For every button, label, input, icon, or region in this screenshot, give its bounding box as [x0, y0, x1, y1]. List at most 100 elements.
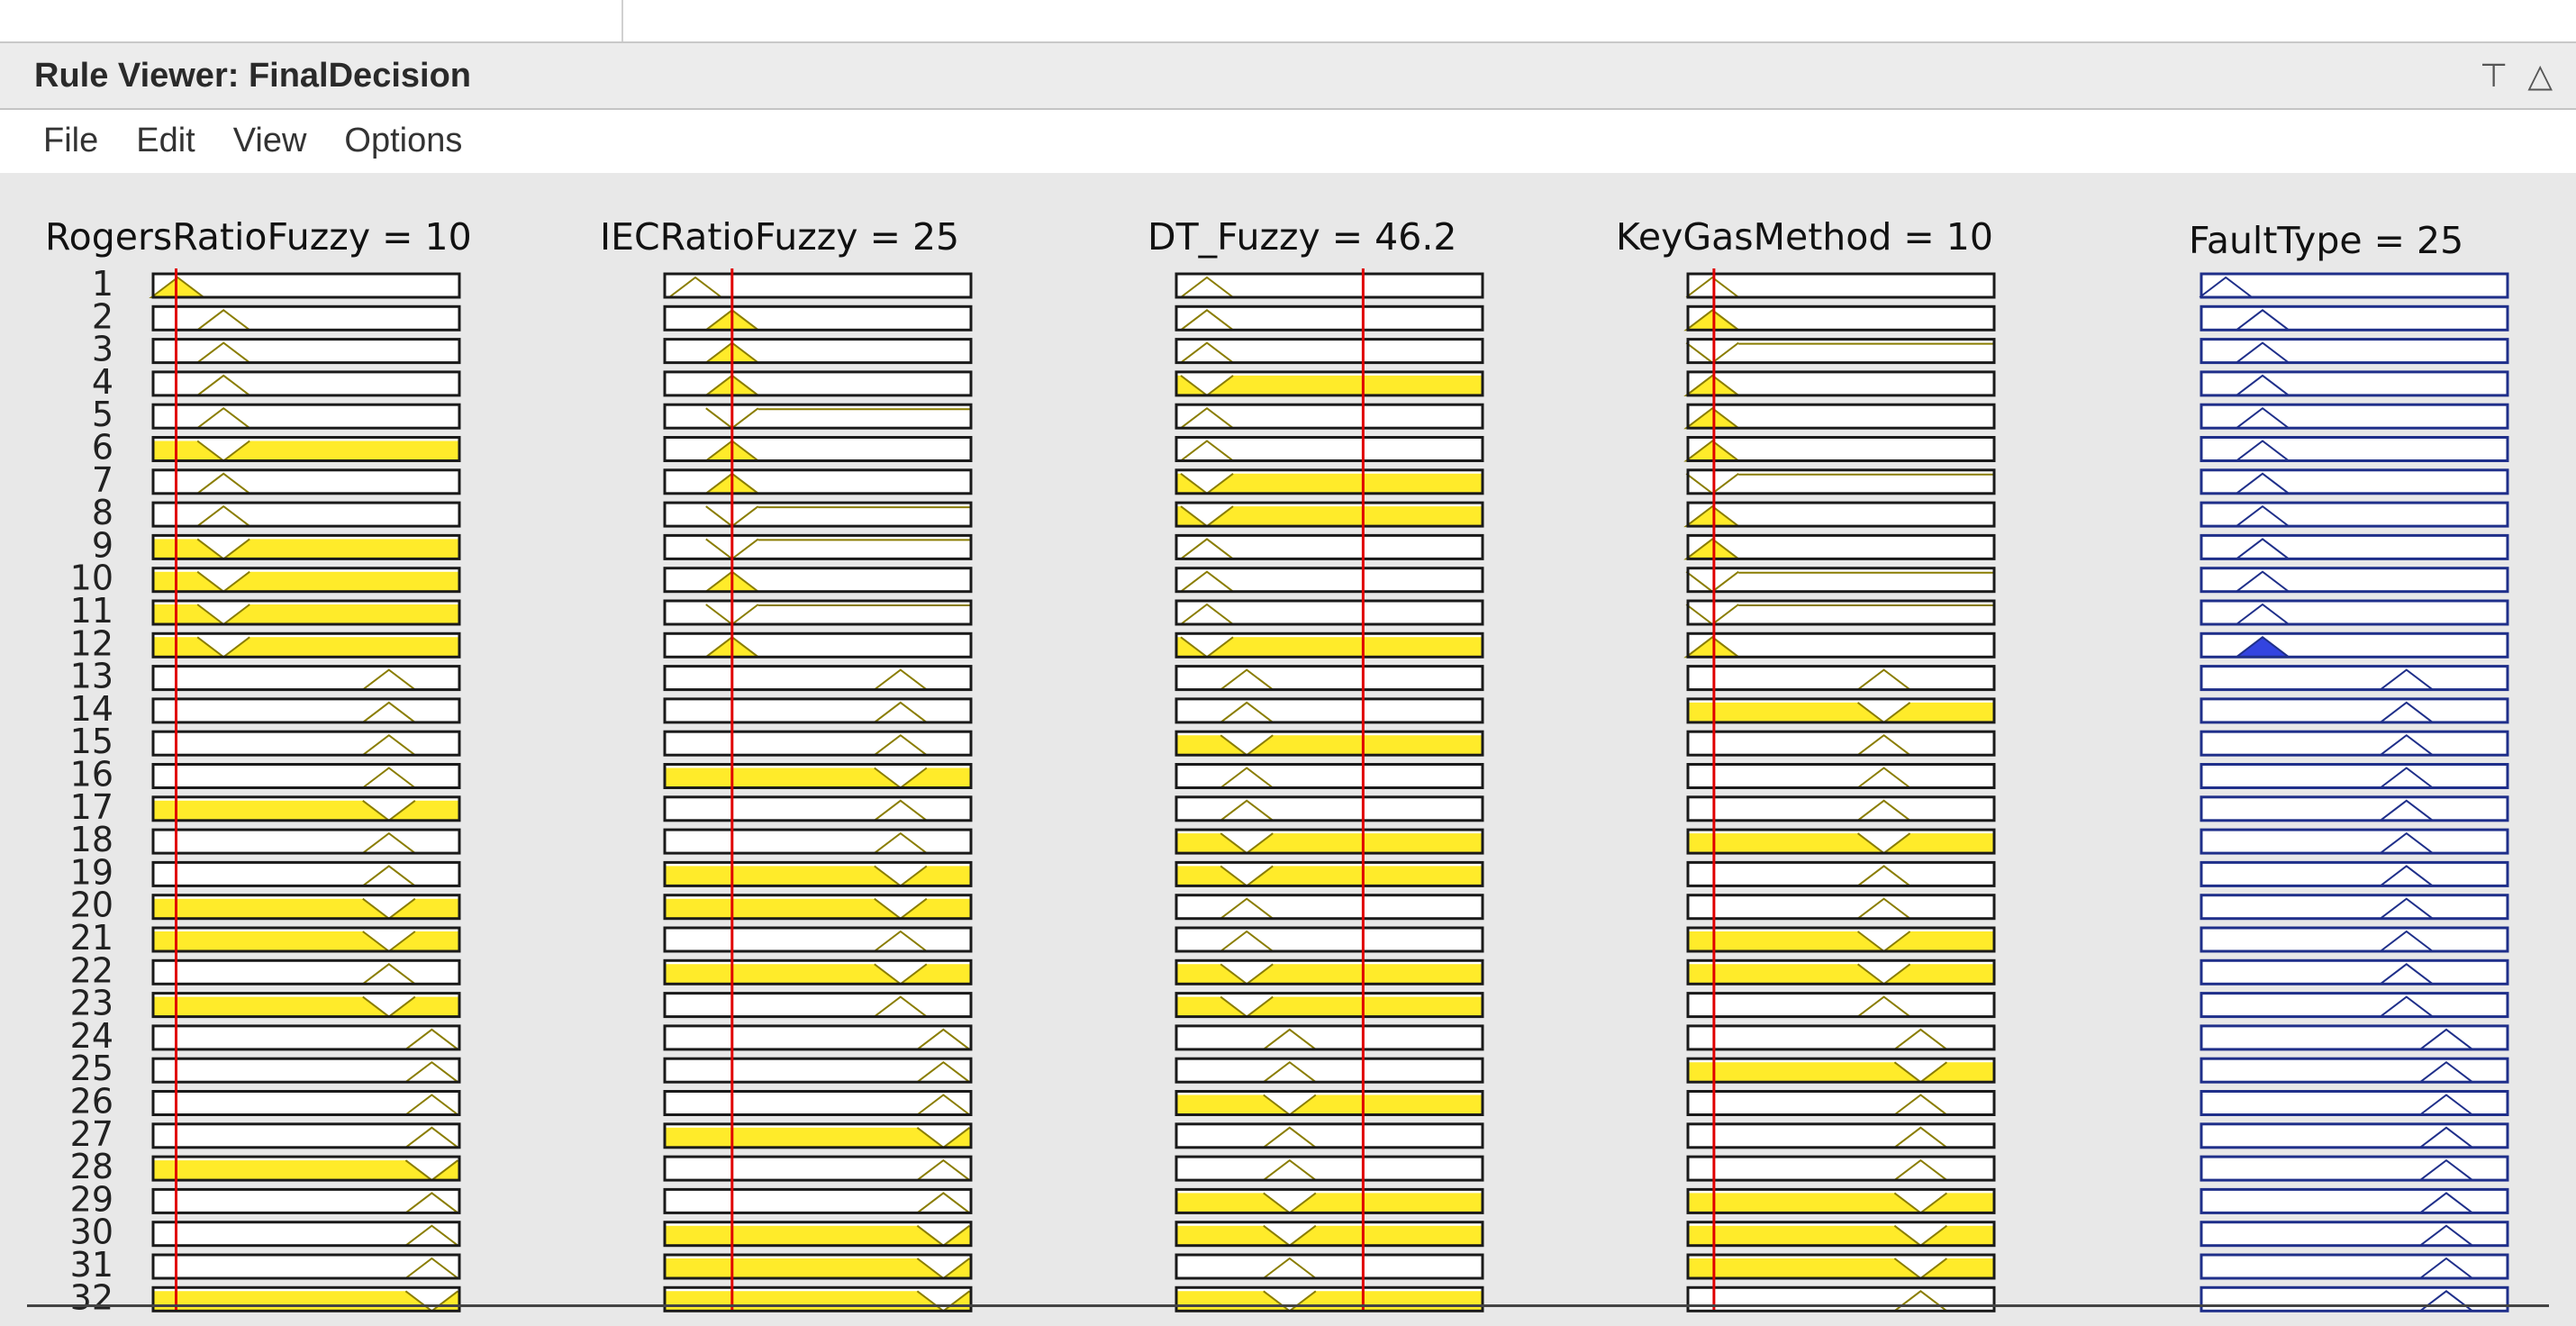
membership-cell[interactable]: [153, 339, 459, 363]
membership-cell[interactable]: [1688, 371, 1994, 395]
membership-cell[interactable]: [2201, 437, 2508, 461]
membership-cell[interactable]: [2201, 371, 2508, 395]
membership-cell[interactable]: [665, 666, 971, 690]
membership-cell[interactable]: [153, 503, 459, 527]
membership-cell[interactable]: [1176, 698, 1483, 722]
membership-cell[interactable]: [2201, 1222, 2508, 1246]
membership-cell[interactable]: [2201, 535, 2508, 559]
membership-cell[interactable]: [665, 796, 971, 821]
membership-cell[interactable]: [1688, 469, 1994, 494]
membership-cell[interactable]: [1688, 895, 1994, 919]
membership-cell[interactable]: [2201, 666, 2508, 690]
membership-cell[interactable]: [2201, 698, 2508, 722]
membership-cell[interactable]: [153, 666, 459, 690]
membership-cell[interactable]: [2201, 796, 2508, 821]
membership-cell[interactable]: [153, 862, 459, 886]
membership-cell[interactable]: [1176, 437, 1483, 461]
membership-cell[interactable]: [2201, 601, 2508, 624]
membership-cell[interactable]: [153, 1123, 459, 1148]
membership-cell[interactable]: [2201, 731, 2508, 756]
membership-cell[interactable]: [665, 830, 971, 854]
membership-cell[interactable]: [1688, 764, 1994, 788]
membership-cell[interactable]: [153, 1255, 459, 1278]
menu-file[interactable]: File: [43, 121, 99, 159]
membership-cell[interactable]: [2201, 1157, 2508, 1181]
membership-cell[interactable]: [153, 1058, 459, 1083]
membership-cell[interactable]: [2201, 960, 2508, 985]
membership-cell[interactable]: [153, 1091, 459, 1115]
membership-cell[interactable]: [2201, 830, 2508, 854]
membership-cell[interactable]: [1688, 1287, 1994, 1312]
membership-cell[interactable]: [2201, 1189, 2508, 1213]
membership-cell[interactable]: [1688, 306, 1994, 331]
membership-cell[interactable]: [2201, 1255, 2508, 1278]
membership-cell[interactable]: [153, 306, 459, 331]
membership-cell[interactable]: [665, 535, 971, 559]
membership-cell[interactable]: [2201, 503, 2508, 527]
membership-cell[interactable]: [1176, 764, 1483, 788]
membership-cell[interactable]: [1176, 928, 1483, 951]
membership-cell[interactable]: [1688, 601, 1994, 624]
membership-cell[interactable]: [1688, 993, 1994, 1017]
membership-cell[interactable]: [1688, 666, 1994, 690]
membership-cell[interactable]: [1688, 404, 1994, 429]
membership-cell[interactable]: [1688, 274, 1994, 297]
membership-cell[interactable]: [2201, 306, 2508, 331]
membership-cell[interactable]: [2201, 764, 2508, 788]
membership-cell[interactable]: [2201, 1123, 2508, 1148]
membership-cell[interactable]: [2201, 469, 2508, 494]
membership-cell[interactable]: [1688, 437, 1994, 461]
membership-cell[interactable]: [2201, 1058, 2508, 1083]
membership-cell[interactable]: [665, 601, 971, 624]
membership-cell[interactable]: [153, 830, 459, 854]
membership-cell[interactable]: [2201, 1091, 2508, 1115]
membership-cell[interactable]: [665, 274, 971, 297]
maximize-icon[interactable]: △: [2527, 57, 2553, 95]
membership-cell[interactable]: [153, 404, 459, 429]
membership-cell[interactable]: [1176, 1157, 1483, 1181]
membership-cell[interactable]: [2201, 339, 2508, 363]
membership-cell[interactable]: [1176, 274, 1483, 297]
menu-options[interactable]: Options: [344, 121, 463, 159]
membership-cell[interactable]: [665, 731, 971, 756]
membership-cell[interactable]: [1688, 1123, 1994, 1148]
membership-cell[interactable]: [153, 698, 459, 722]
membership-cell[interactable]: [1176, 339, 1483, 363]
membership-cell[interactable]: [2201, 568, 2508, 592]
membership-cell[interactable]: [1176, 1123, 1483, 1148]
membership-cell[interactable]: [153, 371, 459, 395]
membership-cell[interactable]: [2201, 895, 2508, 919]
membership-cell[interactable]: [1688, 503, 1994, 527]
membership-cell[interactable]: [2201, 1287, 2508, 1312]
membership-cell[interactable]: [2201, 928, 2508, 951]
membership-cell[interactable]: [1176, 1255, 1483, 1278]
menu-edit[interactable]: Edit: [136, 121, 195, 159]
membership-cell[interactable]: [665, 503, 971, 527]
membership-cell[interactable]: [665, 1025, 971, 1049]
membership-cell[interactable]: [665, 698, 971, 722]
membership-cell[interactable]: [665, 1157, 971, 1181]
membership-cell[interactable]: [665, 404, 971, 429]
membership-cell[interactable]: [1176, 404, 1483, 429]
membership-cell[interactable]: [153, 960, 459, 985]
membership-cell[interactable]: [153, 764, 459, 788]
membership-cell[interactable]: [1688, 1025, 1994, 1049]
membership-cell[interactable]: [1688, 796, 1994, 821]
membership-cell[interactable]: [1176, 306, 1483, 331]
membership-cell[interactable]: [2201, 274, 2508, 297]
membership-cell[interactable]: [665, 928, 971, 951]
membership-cell[interactable]: [2201, 993, 2508, 1017]
membership-cell[interactable]: [1176, 568, 1483, 592]
membership-cell[interactable]: [153, 1222, 459, 1246]
membership-cell[interactable]: [1688, 1157, 1994, 1181]
membership-cell[interactable]: [665, 1189, 971, 1213]
pin-icon[interactable]: ⊤: [2479, 57, 2508, 95]
membership-cell[interactable]: [2201, 1025, 2508, 1049]
membership-cell[interactable]: [1688, 339, 1994, 363]
membership-cell[interactable]: [1688, 1091, 1994, 1115]
membership-cell[interactable]: [153, 731, 459, 756]
membership-cell[interactable]: [1176, 1058, 1483, 1083]
membership-cell[interactable]: [665, 1058, 971, 1083]
membership-cell[interactable]: [1688, 535, 1994, 559]
membership-cell[interactable]: [1176, 666, 1483, 690]
